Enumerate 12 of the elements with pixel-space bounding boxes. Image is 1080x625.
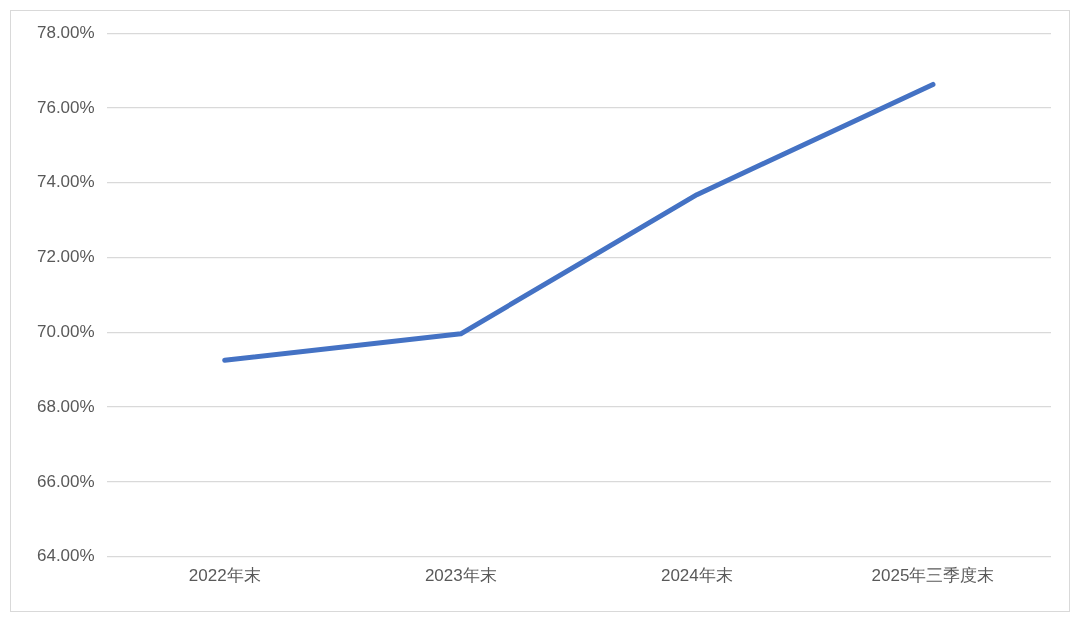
y-tick-label: 78.00% [36, 22, 95, 42]
y-tick-label: 74.00% [36, 172, 95, 192]
y-tick-label: 64.00% [36, 546, 95, 566]
x-tick-label: 2022年末 [188, 566, 261, 586]
x-tick-label: 2025年三季度末 [871, 566, 995, 586]
y-tick-label: 70.00% [36, 321, 95, 341]
y-tick-label: 76.00% [36, 97, 95, 117]
y-tick-label: 68.00% [36, 396, 95, 416]
y-tick-label: 66.00% [36, 471, 95, 491]
y-tick-label: 72.00% [36, 247, 95, 267]
x-tick-label: 2023年末 [424, 566, 497, 586]
x-tick-label: 2024年末 [660, 566, 733, 586]
